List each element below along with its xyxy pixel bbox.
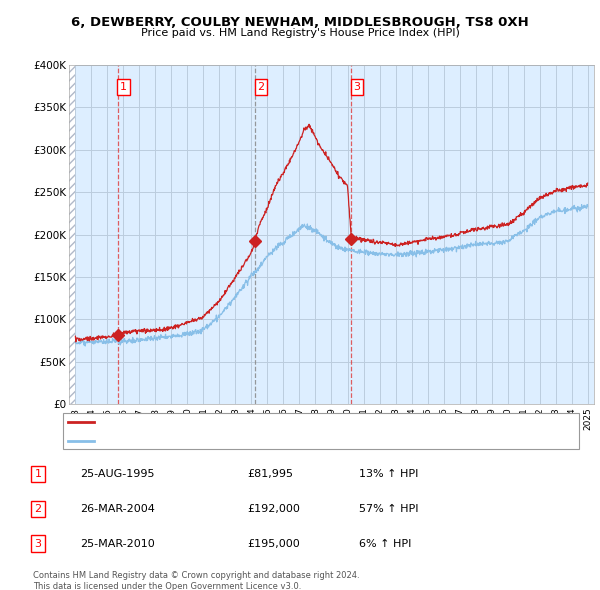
Text: 57% ↑ HPI: 57% ↑ HPI bbox=[359, 504, 418, 514]
Text: 6, DEWBERRY, COULBY NEWHAM, MIDDLESBROUGH, TS8 0XH (detached house): 6, DEWBERRY, COULBY NEWHAM, MIDDLESBROUG… bbox=[99, 418, 478, 427]
Text: 1: 1 bbox=[34, 469, 41, 479]
Text: £195,000: £195,000 bbox=[247, 539, 300, 549]
Text: HPI: Average price, detached house, Middlesbrough: HPI: Average price, detached house, Midd… bbox=[99, 436, 345, 445]
Text: 3: 3 bbox=[34, 539, 41, 549]
Text: £192,000: £192,000 bbox=[247, 504, 300, 514]
Text: Contains HM Land Registry data © Crown copyright and database right 2024.
This d: Contains HM Land Registry data © Crown c… bbox=[33, 571, 359, 590]
Text: 6% ↑ HPI: 6% ↑ HPI bbox=[359, 539, 411, 549]
Text: £81,995: £81,995 bbox=[247, 469, 293, 479]
Text: 6, DEWBERRY, COULBY NEWHAM, MIDDLESBROUGH, TS8 0XH: 6, DEWBERRY, COULBY NEWHAM, MIDDLESBROUG… bbox=[71, 16, 529, 29]
Text: 2: 2 bbox=[257, 82, 265, 92]
Text: 25-AUG-1995: 25-AUG-1995 bbox=[80, 469, 154, 479]
Text: 3: 3 bbox=[353, 82, 361, 92]
Text: 1: 1 bbox=[120, 82, 127, 92]
Text: 25-MAR-2010: 25-MAR-2010 bbox=[80, 539, 155, 549]
Text: 26-MAR-2004: 26-MAR-2004 bbox=[80, 504, 155, 514]
Text: 13% ↑ HPI: 13% ↑ HPI bbox=[359, 469, 418, 479]
Text: 2: 2 bbox=[34, 504, 41, 514]
Text: Price paid vs. HM Land Registry's House Price Index (HPI): Price paid vs. HM Land Registry's House … bbox=[140, 28, 460, 38]
FancyBboxPatch shape bbox=[62, 413, 580, 450]
